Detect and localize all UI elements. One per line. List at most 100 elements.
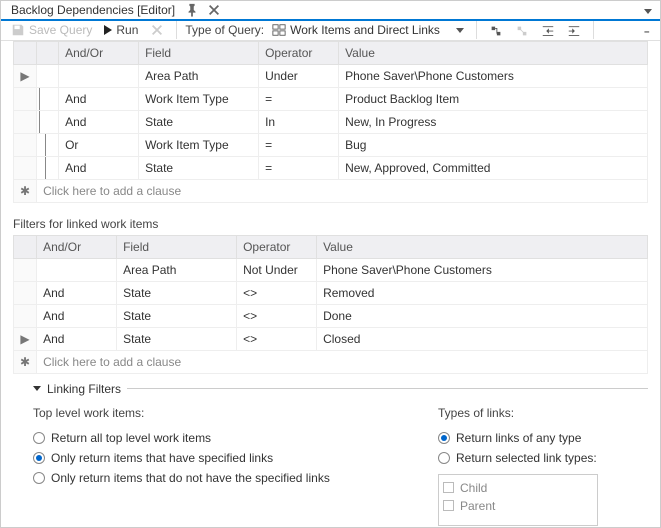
- group-clauses-button[interactable]: [485, 21, 507, 40]
- add-clause-row[interactable]: ✱ Click here to add a clause: [14, 179, 648, 202]
- cell-andor[interactable]: And: [59, 110, 139, 133]
- tree-indent: [37, 87, 59, 110]
- radio-top-level-1[interactable]: Only return items that have specified li…: [33, 448, 418, 468]
- cell-andor[interactable]: And: [37, 304, 117, 327]
- ungroup-clauses-button[interactable]: [511, 21, 533, 40]
- cell-value[interactable]: Product Backlog Item: [339, 87, 648, 110]
- top-filter-grid: And/Or Field Operator Value ▶Area PathUn…: [1, 41, 660, 203]
- link-type-item[interactable]: Child: [443, 479, 593, 497]
- cell-field[interactable]: State: [117, 281, 237, 304]
- row-marker: [14, 133, 37, 156]
- clause-row[interactable]: AndState<>Done: [14, 304, 648, 327]
- col-value[interactable]: Value: [339, 41, 648, 64]
- cell-operator[interactable]: <>: [237, 281, 317, 304]
- link-type-item[interactable]: Parent: [443, 497, 593, 515]
- clause-row[interactable]: OrWork Item Type=Bug: [14, 133, 648, 156]
- cell-value[interactable]: Done: [317, 304, 648, 327]
- cell-operator[interactable]: <>: [237, 327, 317, 350]
- col-value[interactable]: Value: [317, 235, 648, 258]
- cell-andor[interactable]: And: [59, 87, 139, 110]
- type-of-query-label: Type of Query:: [185, 23, 264, 37]
- tab-title[interactable]: Backlog Dependencies [Editor]: [5, 1, 181, 19]
- col-operator[interactable]: Operator: [237, 235, 317, 258]
- cell-field[interactable]: State: [139, 156, 259, 179]
- cell-field[interactable]: Work Item Type: [139, 87, 259, 110]
- outdent-button[interactable]: [537, 21, 559, 40]
- cell-operator[interactable]: =: [259, 156, 339, 179]
- clause-row[interactable]: AndState=New, Approved, Committed: [14, 156, 648, 179]
- new-row-marker: ✱: [14, 179, 37, 202]
- cell-andor[interactable]: [37, 258, 117, 281]
- collapse-icon[interactable]: [33, 386, 41, 391]
- cell-field[interactable]: State: [117, 327, 237, 350]
- close-icon[interactable]: [203, 3, 225, 18]
- linking-filters: Linking Filters Top level work items: Re…: [1, 374, 660, 528]
- delete-button[interactable]: [146, 21, 168, 39]
- cell-andor[interactable]: [59, 64, 139, 87]
- save-query-button[interactable]: Save Query: [7, 21, 96, 39]
- radio-top-level-2[interactable]: Only return items that do not have the s…: [33, 468, 418, 488]
- checkbox-icon: [443, 500, 454, 511]
- radio-icon: [33, 452, 45, 464]
- radio-icon: [438, 452, 450, 464]
- toolbar-overflow-icon[interactable]: ₌: [640, 23, 654, 37]
- cell-field[interactable]: Area Path: [139, 64, 259, 87]
- cell-value[interactable]: Removed: [317, 281, 648, 304]
- clause-row[interactable]: AndWork Item Type=Product Backlog Item: [14, 87, 648, 110]
- cell-value[interactable]: Closed: [317, 327, 648, 350]
- cell-value[interactable]: New, In Progress: [339, 110, 648, 133]
- cell-andor[interactable]: Or: [59, 133, 139, 156]
- radio-icon: [33, 432, 45, 444]
- clause-row[interactable]: AndState<>Removed: [14, 281, 648, 304]
- radio-link-type-1[interactable]: Return selected link types:: [438, 448, 648, 468]
- cell-operator[interactable]: =: [259, 133, 339, 156]
- clause-row[interactable]: AndStateInNew, In Progress: [14, 110, 648, 133]
- cell-operator[interactable]: <>: [237, 304, 317, 327]
- clause-row[interactable]: ▶AndState<>Closed: [14, 327, 648, 350]
- radio-label: Only return items that do not have the s…: [51, 471, 330, 485]
- col-andor[interactable]: And/Or: [59, 41, 139, 64]
- query-type-dropdown[interactable]: Work Items and Direct Links: [268, 21, 468, 39]
- radio-icon: [438, 432, 450, 444]
- col-field[interactable]: Field: [139, 41, 259, 64]
- link-types-list[interactable]: ChildParent: [438, 474, 598, 526]
- run-button[interactable]: Run: [100, 21, 142, 39]
- cell-field[interactable]: Area Path: [117, 258, 237, 281]
- cell-operator[interactable]: Not Under: [237, 258, 317, 281]
- radio-top-level-0[interactable]: Return all top level work items: [33, 428, 418, 448]
- cell-value[interactable]: New, Approved, Committed: [339, 156, 648, 179]
- cell-field[interactable]: State: [117, 304, 237, 327]
- row-marker: [14, 281, 37, 304]
- chevron-down-icon: [456, 28, 464, 33]
- radio-link-type-0[interactable]: Return links of any type: [438, 428, 648, 448]
- radio-icon: [33, 472, 45, 484]
- indent-button[interactable]: [563, 21, 585, 40]
- cell-field[interactable]: State: [139, 110, 259, 133]
- col-andor[interactable]: And/Or: [37, 235, 117, 258]
- cell-value[interactable]: Phone Saver\Phone Customers: [317, 258, 648, 281]
- clause-row[interactable]: Area PathNot UnderPhone Saver\Phone Cust…: [14, 258, 648, 281]
- cell-field[interactable]: Work Item Type: [139, 133, 259, 156]
- clause-row[interactable]: ▶Area PathUnderPhone Saver\Phone Custome…: [14, 64, 648, 87]
- cell-andor[interactable]: And: [37, 281, 117, 304]
- panel-menu-icon[interactable]: [640, 3, 656, 17]
- top-level-label: Top level work items:: [33, 406, 418, 420]
- separator: [593, 21, 594, 39]
- cell-operator[interactable]: =: [259, 87, 339, 110]
- cell-value[interactable]: Bug: [339, 133, 648, 156]
- cell-operator[interactable]: Under: [259, 64, 339, 87]
- tree-indent: [37, 64, 59, 87]
- col-field[interactable]: Field: [117, 235, 237, 258]
- tree-indent: [37, 156, 59, 179]
- run-label: Run: [116, 23, 138, 37]
- cell-value[interactable]: Phone Saver\Phone Customers: [339, 64, 648, 87]
- add-clause-row[interactable]: ✱ Click here to add a clause: [14, 350, 648, 373]
- cell-andor[interactable]: And: [37, 327, 117, 350]
- pin-icon[interactable]: [181, 3, 203, 18]
- tree-indent: [37, 133, 59, 156]
- cell-operator[interactable]: In: [259, 110, 339, 133]
- linking-filters-title: Linking Filters: [47, 382, 121, 396]
- new-row-marker: ✱: [14, 350, 37, 373]
- cell-andor[interactable]: And: [59, 156, 139, 179]
- col-operator[interactable]: Operator: [259, 41, 339, 64]
